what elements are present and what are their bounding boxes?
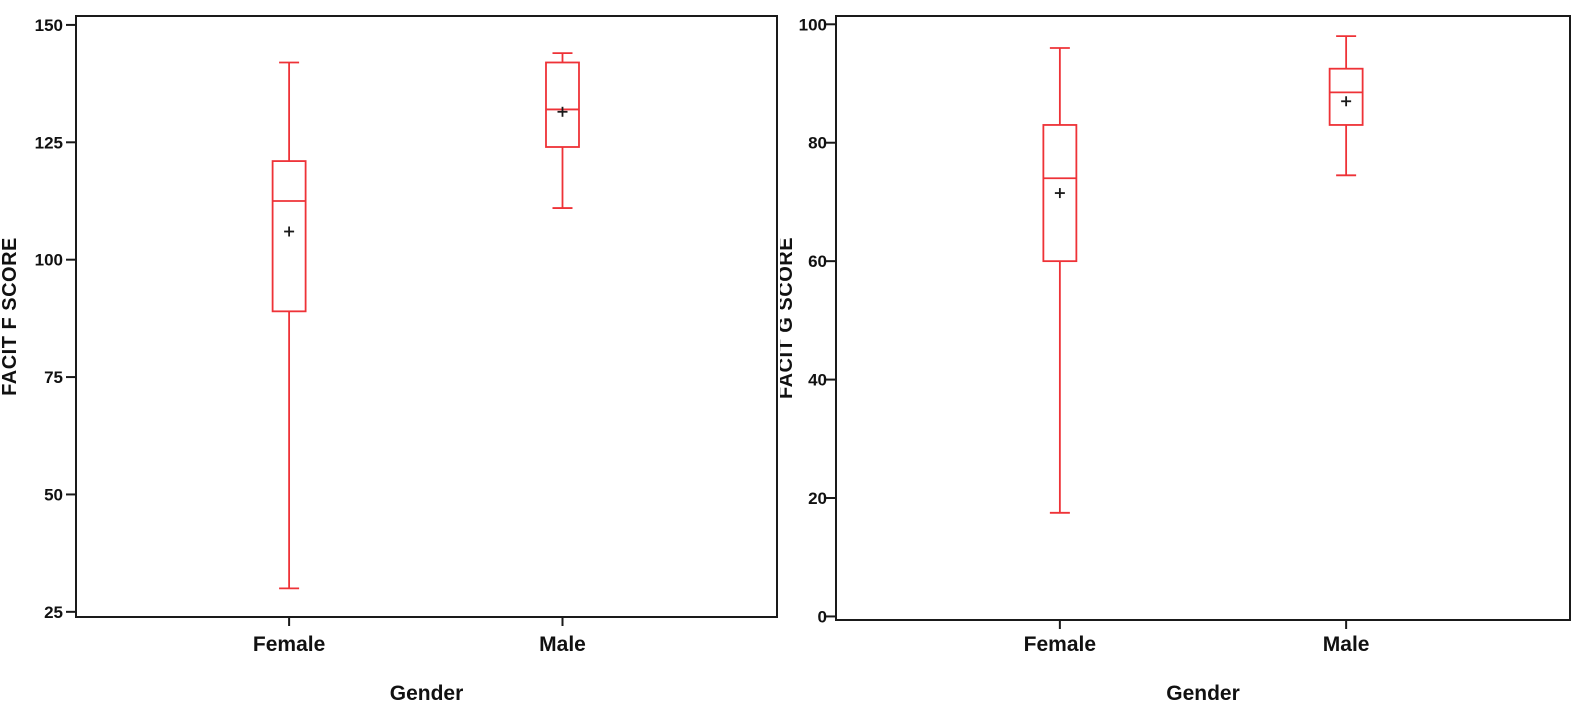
iqr-box: [1042, 124, 1078, 263]
plot-frame: [75, 15, 778, 618]
y-tick-label: 40: [808, 371, 827, 390]
boxplot-female: [1042, 47, 1078, 514]
facit-f-score-chart: 25 50 75 100 125 150 FACIT F SCORE Gender Female…: [0, 15, 778, 705]
category-label: Male: [539, 633, 586, 656]
category-label: Male: [1323, 633, 1370, 656]
category-label: Female: [253, 633, 325, 656]
plot-frame: [835, 15, 1571, 621]
y-tick-label: 25: [44, 603, 63, 622]
y-tick-label: 150: [35, 16, 63, 35]
iqr-box: [545, 61, 580, 148]
x-axis-title: Gender: [1166, 682, 1240, 705]
boxplot-female: [271, 61, 307, 590]
y-tick-label: 60: [808, 252, 827, 271]
y-tick-label: 20: [808, 489, 827, 508]
y-tick-label: 125: [35, 133, 63, 152]
y-tick-label: 75: [44, 368, 63, 387]
boxplot-male: [545, 52, 580, 209]
boxplot-male: [1328, 35, 1364, 177]
facit-g-score-chart: 0 20 40 60 80 100 FACIT G SCORE Gender Female Mal…: [780, 15, 1571, 705]
y-tick-label: 100: [799, 15, 827, 34]
category-label: Female: [1024, 633, 1096, 656]
y-tick-label: 50: [44, 485, 63, 504]
y-tick-label: 100: [35, 251, 63, 270]
iqr-box: [1328, 67, 1364, 126]
y-tick-label: 80: [808, 134, 827, 153]
x-axis-title: Gender: [390, 682, 464, 705]
y-tick-label: 0: [818, 607, 827, 626]
y-axis-title: FACIT G SCORE: [780, 237, 797, 399]
y-axis-title: FACIT F SCORE: [0, 237, 21, 396]
iqr-box: [271, 160, 307, 313]
